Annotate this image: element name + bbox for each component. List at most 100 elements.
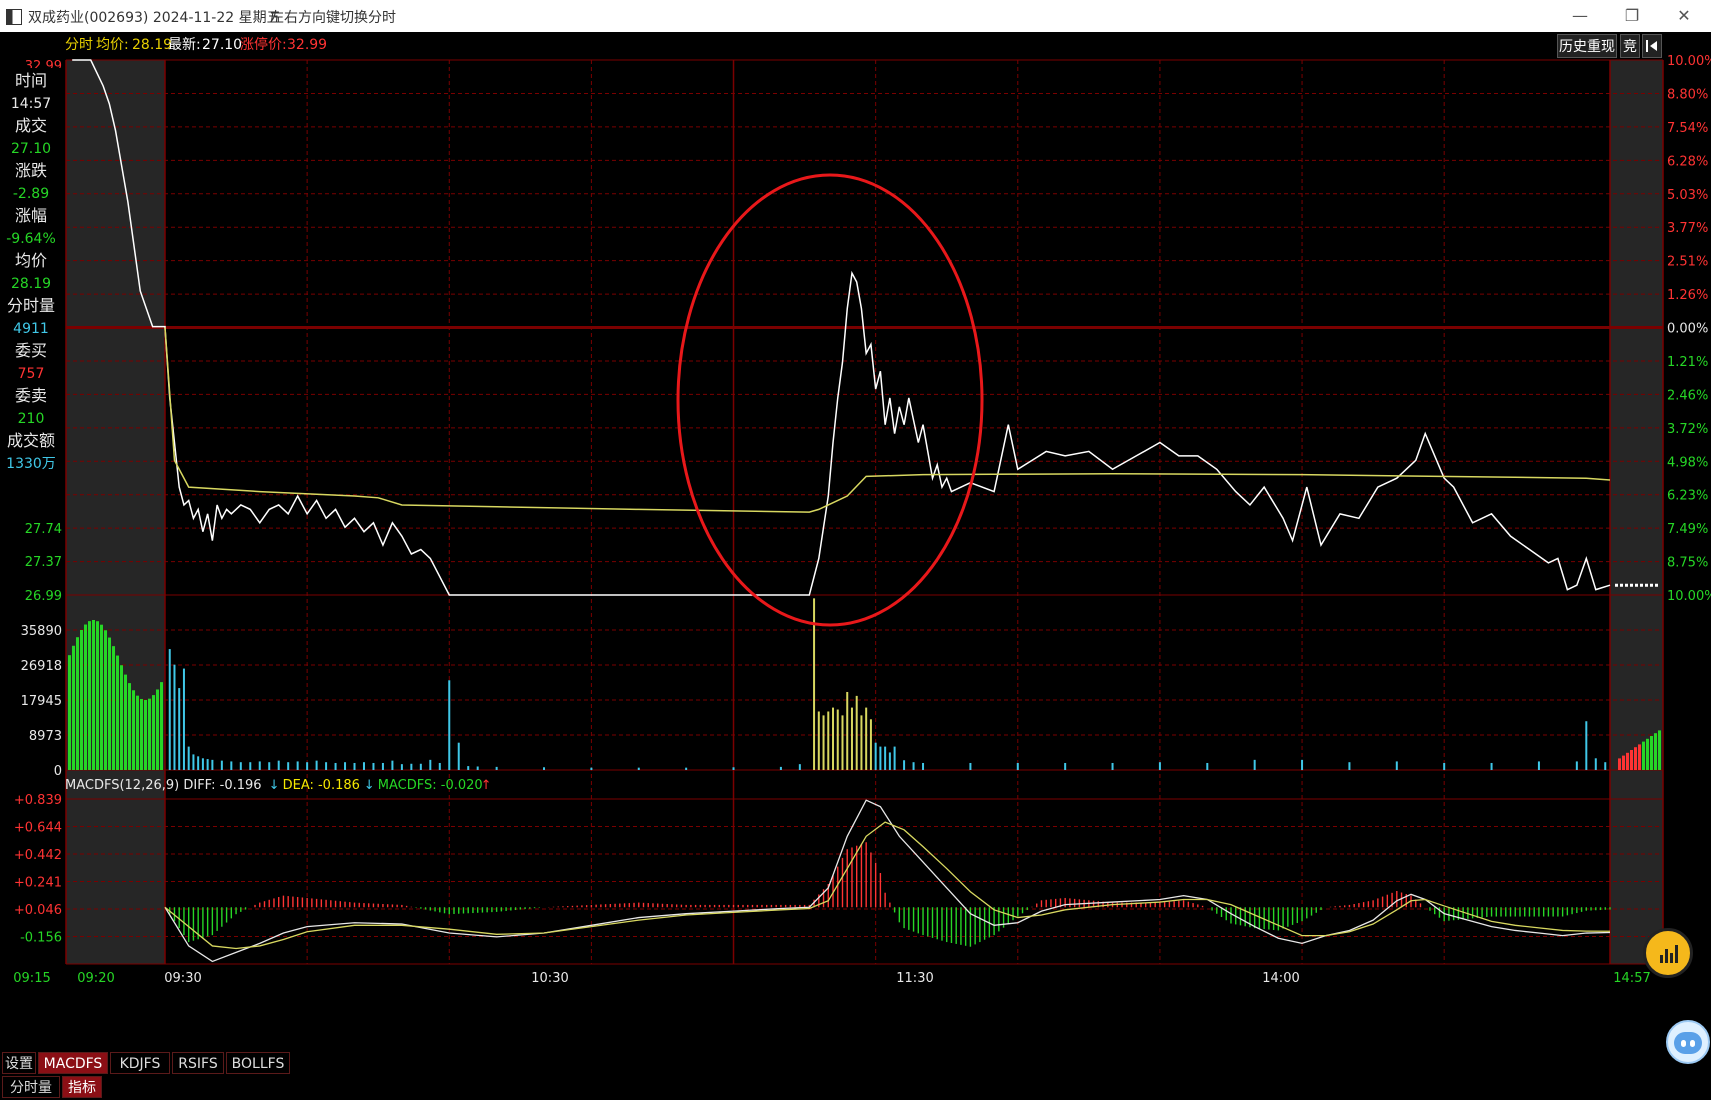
closing-volume-bar [1618, 758, 1621, 770]
volume-bar [187, 746, 190, 770]
header-row: 分时 均价: 28.19 最新: 27.10 涨停价: 32.99 [65, 36, 327, 53]
volume-bar [888, 752, 891, 770]
percent-tick-right: 10.00% [1667, 54, 1711, 69]
volume-bar [495, 766, 498, 770]
volume-bar [419, 763, 422, 770]
macd-tick: +0.644 [14, 821, 62, 836]
volume-bar [1537, 761, 1540, 770]
tab-kdjfs[interactable]: KDJFS [110, 1052, 170, 1074]
info-label: 涨跌 [15, 161, 47, 180]
closing-volume-bar [1634, 747, 1637, 770]
auction-volume-bar [112, 646, 115, 770]
indicator-chart-icon[interactable] [1643, 928, 1693, 978]
volume-bar [865, 707, 868, 770]
time-tick: 14:57 [1613, 971, 1650, 986]
macd-legend: MACDFS(12,26,9) DIFF: -0.196 ↓ DEA: -0.186… [65, 778, 492, 793]
info-value: 28.19 [11, 276, 51, 292]
minimize-button[interactable]: — [1572, 6, 1588, 25]
volume-bar [874, 742, 877, 770]
chart-grid [65, 59, 1664, 965]
volume-bar [372, 762, 375, 770]
volume-bar [344, 762, 347, 770]
info-label: 均价 [15, 251, 47, 270]
percent-tick-right: 2.46% [1667, 388, 1708, 403]
time-tick: 09:15 [13, 971, 50, 986]
history-replay-button[interactable]: 历史重现 [1557, 34, 1617, 58]
macd-tick: +0.442 [14, 848, 62, 863]
time-tick: 14:00 [1262, 971, 1299, 986]
volume-bar [457, 742, 460, 770]
highlight-ellipse [676, 173, 984, 627]
close-button[interactable]: ✕ [1677, 6, 1691, 25]
volume-bar [381, 762, 384, 770]
closing-volume-bar [1638, 744, 1641, 770]
volume-bar [287, 762, 290, 770]
volume-bar [832, 707, 835, 770]
auction-volume-bar [140, 698, 143, 770]
info-label: 涨幅 [15, 206, 47, 225]
volume-bar [197, 756, 200, 770]
tab-bollfs[interactable]: BOLLFS [226, 1052, 290, 1074]
mode-label: 分时 [65, 37, 93, 53]
volume-bar [438, 762, 441, 770]
volume-bar [178, 688, 181, 770]
percent-tick-right: 5.03% [1667, 188, 1708, 203]
collapse-icon[interactable] [1642, 34, 1662, 58]
info-panel: 时间 14:57 成交 27.10 涨跌 -2.89 涨幅 -9.64% 均价 28.19 分时量 4… [2, 68, 64, 520]
volume-bar [841, 715, 844, 770]
macd-tick: +0.046 [14, 903, 62, 918]
auction-volume-bar [148, 698, 151, 770]
volume-bar [817, 711, 820, 770]
info-value: 4911 [13, 321, 49, 337]
intraday-chart[interactable]: 32.9928.1227.7427.3726.9910.00%8.80%7.54… [0, 32, 1711, 1052]
volume-bar [879, 746, 882, 770]
volume-bar [1064, 762, 1067, 770]
limit-label: 涨停价: [240, 36, 287, 53]
volume-bar [1253, 759, 1256, 770]
last-value: 27.10 [202, 37, 242, 53]
volume-bar [211, 759, 214, 770]
auction-volume-bar [144, 699, 147, 770]
auction-volume-bar [160, 682, 163, 770]
restore-button[interactable]: ❐ [1624, 6, 1640, 25]
macd-tick: -0.156 [20, 931, 62, 946]
volume-bar [860, 715, 863, 770]
pre-open-shade [66, 60, 165, 964]
volume-bar [798, 764, 801, 770]
percent-tick-right: 8.75% [1667, 556, 1708, 571]
bottom-tab-0[interactable]: 分时量 [2, 1076, 60, 1098]
tab-设置[interactable]: 设置 [2, 1052, 36, 1074]
auction-volume-bar [136, 695, 139, 770]
volume-bar [173, 664, 176, 770]
volume-tick: 0 [54, 764, 62, 779]
price-tick-left: 26.99 [25, 589, 62, 604]
info-value: -9.64% [6, 231, 56, 247]
volume-bar [1206, 762, 1209, 770]
volume-tick: 26918 [21, 659, 62, 674]
volume-tick: 35890 [21, 624, 62, 639]
percent-tick-right: 6.28% [1667, 154, 1708, 169]
auction-volume-bar [124, 674, 127, 770]
volume-bar [306, 762, 309, 770]
volume-bar [1348, 762, 1351, 770]
info-label: 委卖 [15, 386, 47, 405]
volume-bar [429, 759, 432, 770]
assistant-robot-icon[interactable] [1666, 1020, 1710, 1064]
auction-volume-bar [92, 620, 95, 770]
volume-bar [822, 715, 825, 770]
macd-legend-arrow: ↓ [269, 778, 280, 793]
auction-volume-bar [100, 624, 103, 770]
volume-bar [637, 767, 640, 770]
percent-tick-right: 3.72% [1667, 422, 1708, 437]
tab-rsifs[interactable]: RSIFS [172, 1052, 224, 1074]
volume-bar [362, 762, 365, 770]
volume-bar [296, 761, 299, 770]
volume-bar [903, 760, 906, 770]
tab-macdfs[interactable]: MACDFS [38, 1052, 108, 1074]
bottom-tab-1[interactable]: 指标 [62, 1076, 102, 1098]
auction-button[interactable]: 竞 [1620, 34, 1640, 58]
volume-bar [732, 767, 735, 770]
limit-value: 32.99 [287, 37, 327, 53]
window-hint: 左右方向键切换分时 [270, 10, 396, 26]
volume-bars [68, 598, 1661, 770]
